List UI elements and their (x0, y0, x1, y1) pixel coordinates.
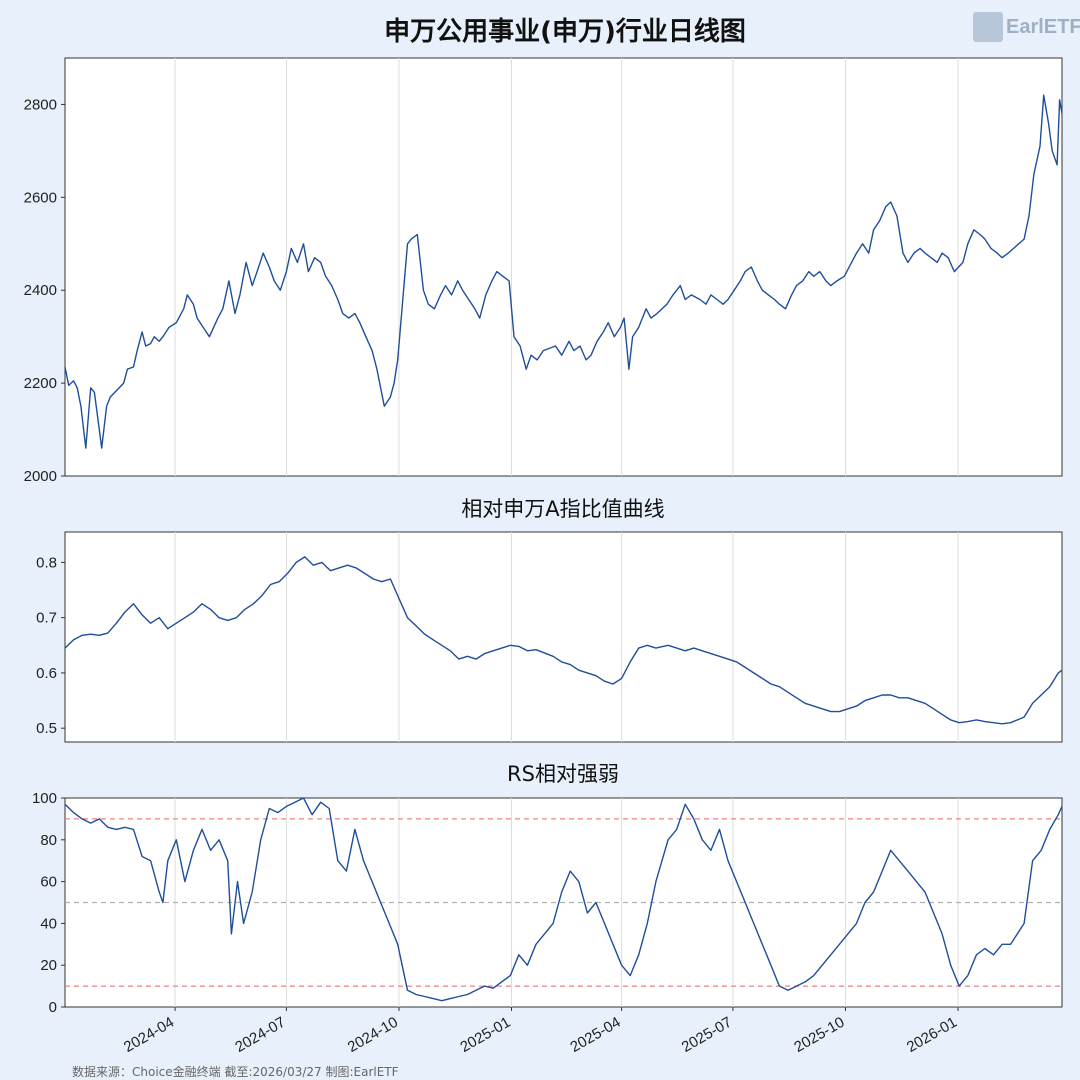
y-tick-label: 100 (32, 790, 57, 807)
x-tick-label: 2025-04 (567, 1014, 623, 1056)
y-tick-label: 0.5 (36, 720, 57, 737)
series-line (64, 556, 1063, 725)
y-tick-label: 60 (40, 874, 57, 891)
y-tick-label: 0 (49, 999, 57, 1016)
x-tick-label: 2025-10 (791, 1014, 847, 1056)
x-tick-label: 2025-01 (457, 1014, 513, 1056)
y-tick-label: 0.6 (36, 665, 57, 682)
y-tick-label: 2600 (24, 189, 57, 206)
y-tick-label: 2000 (24, 468, 57, 485)
rs-panel: 0 20 40 60 80 100 (32, 790, 1063, 1016)
plot-area (64, 531, 1063, 743)
plot-area (64, 57, 1063, 477)
footer-source: 数据来源：Choice金融终端 截至:2026/03/27 制图:EarlETF (72, 1064, 399, 1079)
price-panel: 2000 2200 2400 2600 2800 (24, 57, 1063, 485)
x-tick-label: 2024-07 (232, 1014, 288, 1056)
x-axis-ticks: 2024-04 2024-07 2024-10 2025-01 2025-04 2025-… (121, 1007, 960, 1056)
y-tick-label: 40 (40, 915, 57, 932)
logo: EarlETF (973, 12, 1080, 42)
ratio-panel: 0.5 0.6 0.7 0.8 (36, 531, 1063, 743)
x-tick-label: 2025-07 (679, 1014, 735, 1056)
y-tick-label: 0.8 (36, 554, 57, 571)
logo-text: EarlETF (1006, 16, 1080, 38)
x-tick-label: 2026-01 (904, 1014, 960, 1056)
y-tick-label: 80 (40, 832, 57, 849)
y-tick-label: 0.7 (36, 610, 57, 627)
x-tick-label: 2024-10 (345, 1014, 401, 1056)
y-tick-label: 2800 (24, 96, 57, 113)
rs-chart-title: RS相对强弱 (507, 762, 619, 786)
y-tick-label: 2400 (24, 282, 57, 299)
series-line (64, 797, 1063, 1002)
main-chart-title: 申万公用事业(申万)行业日线图 (384, 16, 746, 47)
ratio-chart-title: 相对申万A指比值曲线 (461, 497, 664, 521)
series-line (64, 94, 1063, 449)
y-tick-label: 2200 (24, 375, 57, 392)
x-tick-label: 2024-04 (121, 1014, 177, 1056)
y-tick-label: 20 (40, 957, 57, 974)
logo-icon (973, 12, 1003, 42)
